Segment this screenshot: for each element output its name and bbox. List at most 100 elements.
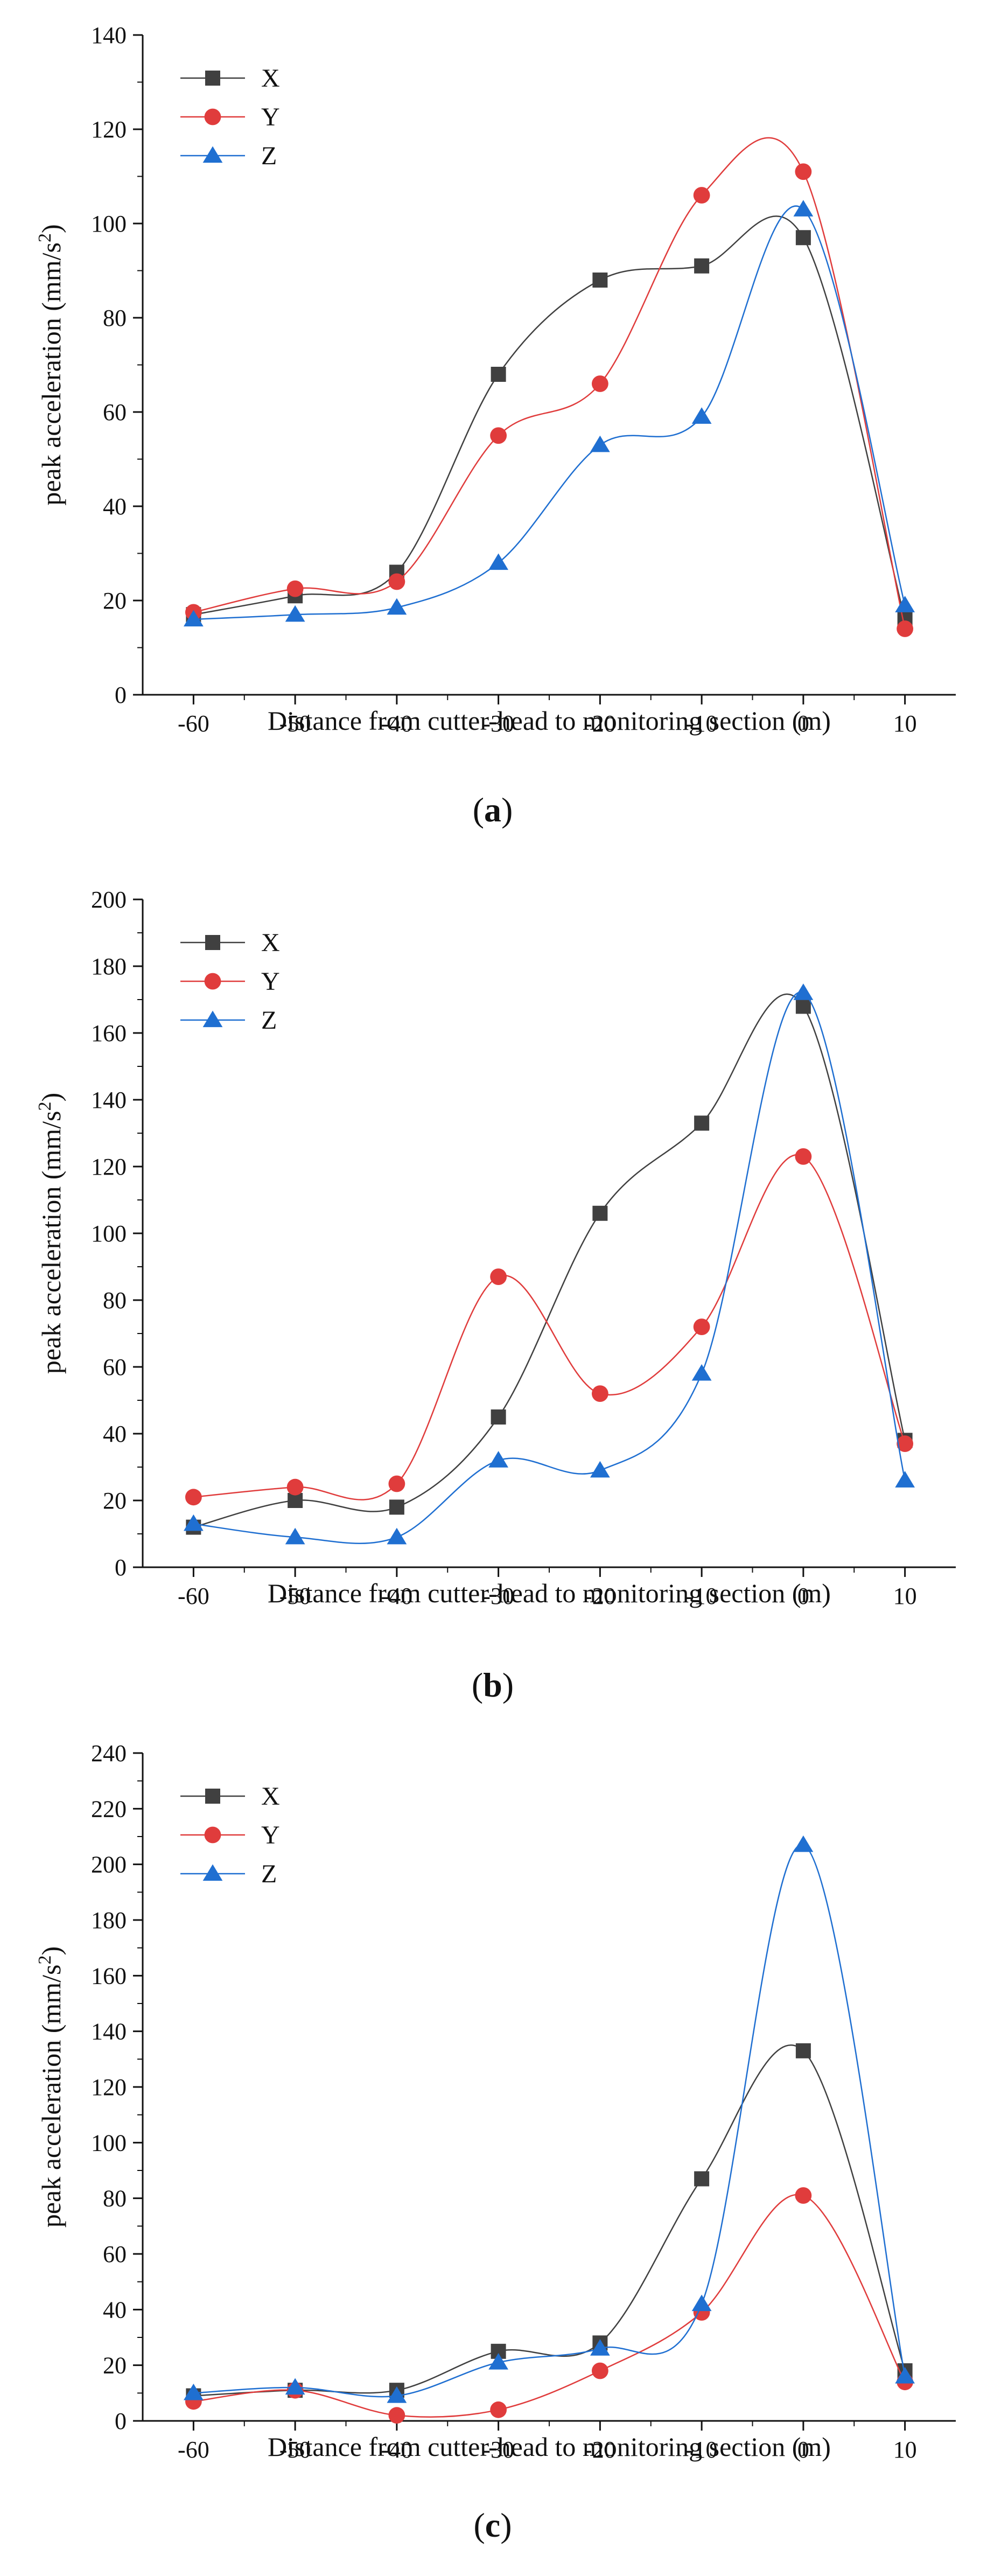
data-point-Z xyxy=(387,1527,407,1545)
x-tick-label: -20 xyxy=(584,2437,616,2463)
y-tick-label: 80 xyxy=(103,2186,127,2212)
legend-marker-Y xyxy=(204,1826,221,1844)
data-point-Y xyxy=(286,1478,304,1496)
series-Z xyxy=(184,983,915,1545)
legend-label-X: X xyxy=(261,929,280,957)
x-axis-title: Distance from cutter-head to monitoring … xyxy=(268,1578,831,1608)
data-point-Z xyxy=(285,1527,305,1545)
data-point-Z xyxy=(895,2366,915,2384)
y-tick-label: 200 xyxy=(91,1852,127,1878)
y-tick-label: 120 xyxy=(91,1154,127,1180)
y-tick-label: 180 xyxy=(91,953,127,980)
data-point-Y xyxy=(897,620,914,637)
series-line-Z xyxy=(193,205,906,620)
series-Y xyxy=(185,1148,914,1506)
y-tick-label: 0 xyxy=(115,1554,127,1581)
legend-label-Z: Z xyxy=(261,1860,277,1888)
x-tick-label: -10 xyxy=(686,2437,718,2463)
legend: XYZ xyxy=(180,64,280,170)
data-point-Z xyxy=(184,1514,204,1531)
x-tick-label: 0 xyxy=(797,1583,809,1609)
legend: XYZ xyxy=(180,1782,280,1888)
y-tick-label: 120 xyxy=(91,116,127,143)
series-Y xyxy=(185,137,914,637)
data-point-Y xyxy=(286,580,304,597)
data-point-X xyxy=(694,1115,710,1131)
x-tick-label: -40 xyxy=(381,2437,413,2463)
x-tick-label: -60 xyxy=(178,2437,209,2463)
data-point-Z xyxy=(590,2339,610,2356)
panel-label: (b) xyxy=(472,1666,514,1704)
legend-marker-X xyxy=(205,71,220,86)
y-tick-label: 100 xyxy=(91,1220,127,1247)
y-tick-label: 100 xyxy=(91,2130,127,2156)
data-point-Z xyxy=(387,2386,407,2403)
x-axis-title: Distance from cutter-head to monitoring … xyxy=(268,2432,831,2462)
y-axis-title: peak acceleration (mm/s2) xyxy=(35,224,66,505)
y-tick-label: 40 xyxy=(103,493,127,520)
data-point-Z xyxy=(488,553,508,570)
data-point-Z xyxy=(793,983,814,1000)
series-Z xyxy=(184,200,915,627)
series-X xyxy=(186,2043,913,2404)
x-tick-label: -40 xyxy=(381,1583,413,1609)
y-tick-label: 0 xyxy=(115,2408,127,2434)
series-line-X xyxy=(193,215,906,620)
y-tick-label: 200 xyxy=(91,886,127,913)
x-tick-label: -40 xyxy=(381,710,413,737)
legend-label-X: X xyxy=(261,1782,280,1811)
legend-marker-X xyxy=(205,935,220,950)
panel-label: (a) xyxy=(473,791,513,829)
data-point-Z xyxy=(895,1471,915,1488)
y-tick-label: 160 xyxy=(91,1963,127,1989)
data-point-X xyxy=(694,258,710,274)
y-tick-label: 140 xyxy=(91,1087,127,1113)
legend-marker-Y xyxy=(204,973,221,990)
data-point-X xyxy=(795,999,811,1014)
x-tick-label: 10 xyxy=(893,1583,917,1609)
y-tick-label: 20 xyxy=(103,1488,127,1514)
x-tick-label: -30 xyxy=(482,1583,514,1609)
y-tick-label: 140 xyxy=(91,22,127,48)
data-point-X xyxy=(694,2171,710,2187)
legend-marker-Z xyxy=(202,1864,223,1881)
x-tick-label: -20 xyxy=(584,710,616,737)
x-tick-label: -10 xyxy=(686,710,718,737)
x-tick-label: -30 xyxy=(482,710,514,737)
data-point-Y xyxy=(388,2407,405,2424)
series-X xyxy=(186,994,913,1535)
legend-marker-Y xyxy=(204,108,221,125)
chart-panel-a: 0 20 40 60 80 100 120 140 -60 -50 -40 -30 -20 -10 0 10 D… xyxy=(35,22,956,829)
x-tick-label: -30 xyxy=(482,2437,514,2463)
y-tick-label: 60 xyxy=(103,399,127,425)
data-point-Y xyxy=(591,2362,608,2379)
series-Z xyxy=(184,1835,915,2403)
data-point-X xyxy=(795,230,811,246)
y-tick-label: 0 xyxy=(115,682,127,708)
legend-label-Y: Y xyxy=(261,1821,280,1849)
data-point-Y xyxy=(795,163,812,180)
data-point-Y xyxy=(897,1435,914,1453)
data-point-Y xyxy=(795,1148,812,1165)
data-point-Z xyxy=(590,435,610,452)
data-point-Y xyxy=(388,1475,405,1492)
legend: XYZ xyxy=(180,929,280,1035)
legend-label-X: X xyxy=(261,64,280,93)
x-tick-label: -10 xyxy=(686,1583,718,1609)
data-point-Z xyxy=(793,200,814,217)
x-tick-label: 10 xyxy=(893,2437,917,2463)
data-point-Z xyxy=(285,605,305,622)
data-point-Z xyxy=(793,1835,814,1852)
y-tick-label: 160 xyxy=(91,1020,127,1046)
data-point-Z xyxy=(488,2353,508,2370)
y-tick-label: 40 xyxy=(103,1421,127,1447)
x-tick-label: -20 xyxy=(584,1583,616,1609)
data-point-X xyxy=(491,1409,506,1425)
series-line-Z xyxy=(193,992,906,1544)
data-point-Y xyxy=(388,573,405,590)
legend-marker-X xyxy=(205,1789,220,1804)
data-point-Y xyxy=(490,2401,507,2418)
y-tick-label: 100 xyxy=(91,211,127,237)
